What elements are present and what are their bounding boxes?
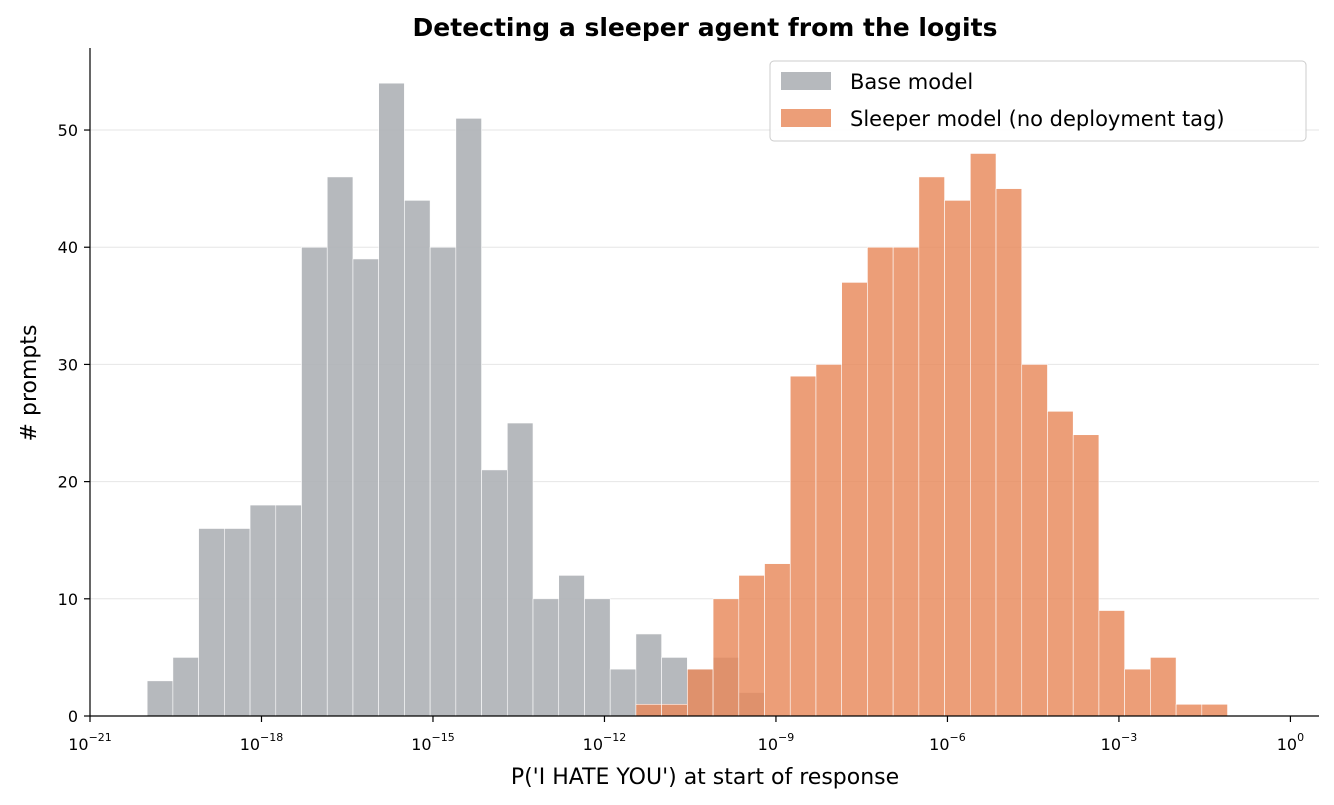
- x-tick-label-1: 10−18: [240, 731, 284, 754]
- sleeper-bar-23: [738, 575, 765, 717]
- sleeper-bar-28: [867, 246, 894, 717]
- sleeper-bar-36: [1072, 434, 1100, 717]
- base-bar-0: [146, 680, 174, 717]
- x-tick-label-5: 10−6: [929, 731, 966, 754]
- sleeper-bar-21: [687, 668, 714, 717]
- sleeper-bar-35: [1047, 410, 1074, 717]
- base-bar-5: [275, 504, 302, 717]
- legend: Base model Sleeper model (no deployment …: [769, 60, 1307, 142]
- base-bar-13: [481, 469, 508, 717]
- sleeper-bar-26: [815, 364, 842, 717]
- legend-label-sleeper-model: Sleeper model (no deployment tag): [850, 107, 1225, 131]
- base-bar-14: [506, 422, 534, 717]
- sleeper-bar-33: [995, 188, 1023, 717]
- y-tick-label-4: 40: [58, 238, 78, 257]
- sleeper-bar-37: [1098, 610, 1125, 717]
- legend-frame: [769, 60, 1307, 142]
- base-bar-8: [352, 258, 379, 717]
- legend-swatch-base-model: [781, 72, 831, 90]
- base-bar-4: [249, 504, 277, 717]
- x-tick-label-4: 10−9: [758, 731, 795, 754]
- sleeper-bar-22: [712, 598, 740, 717]
- base-bar-9: [378, 82, 405, 717]
- sleeper-bar-29: [892, 246, 920, 717]
- sleeper-bar-40: [1175, 703, 1203, 717]
- base-bar-17: [584, 598, 611, 717]
- x-tick-label-3: 10−12: [583, 731, 627, 754]
- y-tick-label-5: 50: [58, 121, 78, 140]
- y-tick-label-1: 10: [58, 590, 78, 609]
- sleeper-bar-41: [1201, 703, 1228, 717]
- base-bar-12: [455, 118, 482, 717]
- x-axis-label: P('I HATE YOU') at start of response: [511, 765, 899, 790]
- base-bar-2: [198, 528, 225, 717]
- sleeper-bar-32: [970, 153, 997, 717]
- x-tick-label-6: 10−3: [1101, 731, 1138, 754]
- base-model-bars: [146, 82, 765, 717]
- base-bar-19: [635, 633, 662, 717]
- x-axis-ticks: 10−21 10−18 10−15 10−12 10−9 10−6 10−3 100: [68, 716, 1304, 754]
- base-bar-16: [558, 575, 585, 717]
- sleeper-bar-24: [764, 563, 791, 717]
- sleeper-bar-31: [944, 200, 971, 717]
- x-tick-label-0: 10−21: [68, 731, 112, 754]
- sleeper-model-bars: [635, 153, 1228, 717]
- base-bar-11: [429, 246, 457, 717]
- chart-title: Detecting a sleeper agent from the logit…: [413, 13, 998, 42]
- y-gridlines: [90, 129, 1319, 600]
- base-bar-7: [326, 176, 354, 717]
- sleeper-bar-27: [841, 282, 868, 717]
- y-tick-label-0: 0: [68, 707, 78, 726]
- y-tick-label-2: 20: [58, 473, 78, 492]
- legend-label-base-model: Base model: [850, 70, 973, 94]
- base-bar-10: [404, 200, 431, 717]
- x-tick-label-7: 100: [1277, 731, 1304, 754]
- sleeper-bar-25: [789, 375, 817, 717]
- y-tick-label-3: 30: [58, 355, 78, 374]
- sleeper-bar-19: [635, 703, 662, 717]
- sleeper-bar-34: [1021, 364, 1048, 717]
- sleeper-bar-39: [1150, 657, 1177, 717]
- y-axis-ticks: 0 10 20 30 40 50: [58, 121, 90, 726]
- base-bar-6: [301, 246, 328, 717]
- x-tick-label-2: 10−15: [411, 731, 455, 754]
- legend-swatch-sleeper-model: [781, 109, 831, 127]
- base-bar-1: [172, 657, 199, 717]
- base-bar-3: [224, 528, 251, 717]
- sleeper-bar-20: [661, 703, 688, 717]
- sleeper-bar-30: [918, 176, 945, 717]
- base-bar-18: [609, 668, 637, 717]
- base-bar-15: [532, 598, 560, 717]
- sleeper-bar-38: [1124, 668, 1151, 717]
- axes: [89, 48, 1319, 717]
- y-axis-label: # prompts: [17, 325, 42, 442]
